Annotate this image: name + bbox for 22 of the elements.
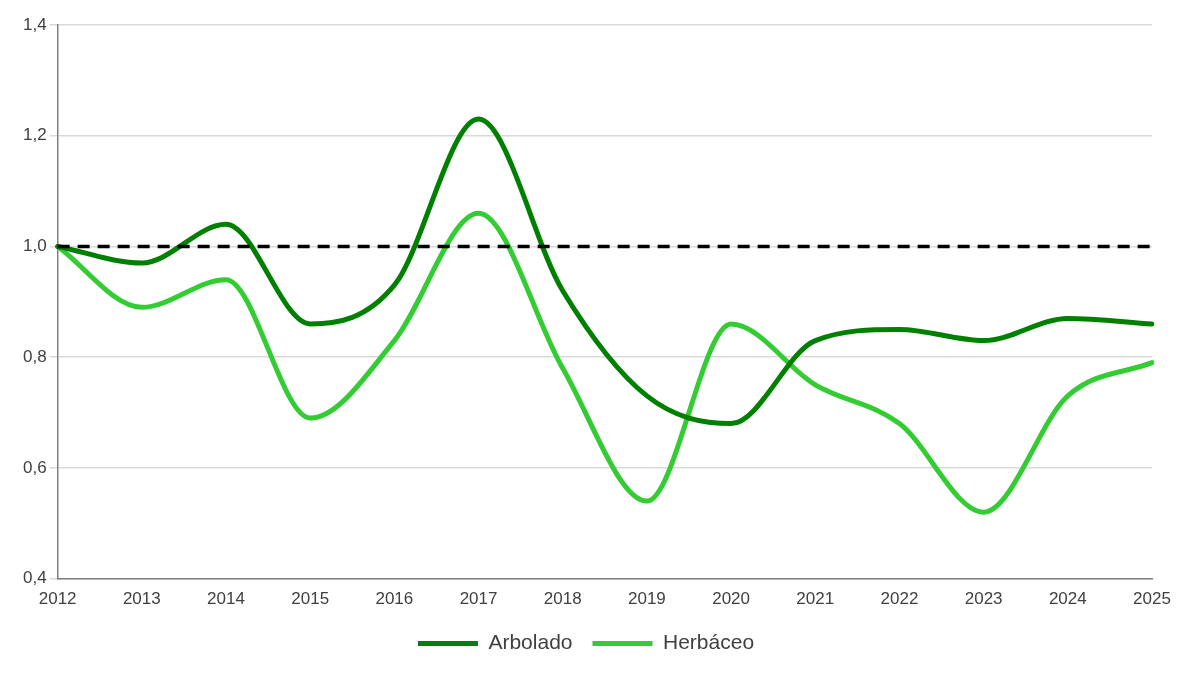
y-tick-label: 0,6 xyxy=(22,457,47,477)
legend-label: Herbáceo xyxy=(663,630,755,654)
y-tick-label: 0,8 xyxy=(22,346,47,366)
x-tick-label: 2021 xyxy=(796,589,835,609)
x-tick-label: 2022 xyxy=(880,589,919,609)
y-tick-label: 1,4 xyxy=(22,14,47,34)
x-tick-label: 2025 xyxy=(1133,589,1171,609)
x-tick-label: 2016 xyxy=(375,589,414,609)
y-tick-label: 1,2 xyxy=(22,125,47,145)
x-tick-label: 2020 xyxy=(712,589,750,609)
x-tick-label: 2014 xyxy=(207,589,245,609)
x-tick-label: 2013 xyxy=(122,589,161,609)
x-tick-label: 2019 xyxy=(627,589,666,609)
y-tick-label: 0,4 xyxy=(22,568,47,588)
x-tick-label: 2012 xyxy=(38,589,77,609)
x-tick-label: 2017 xyxy=(459,589,498,609)
legend-label: Arbolado xyxy=(488,630,573,654)
x-tick-label: 2024 xyxy=(1048,589,1087,609)
x-tick-label: 2023 xyxy=(964,589,1003,609)
x-tick-label: 2018 xyxy=(543,589,582,609)
x-tick-label: 2015 xyxy=(291,589,330,609)
y-tick-label: 1,0 xyxy=(22,236,47,256)
